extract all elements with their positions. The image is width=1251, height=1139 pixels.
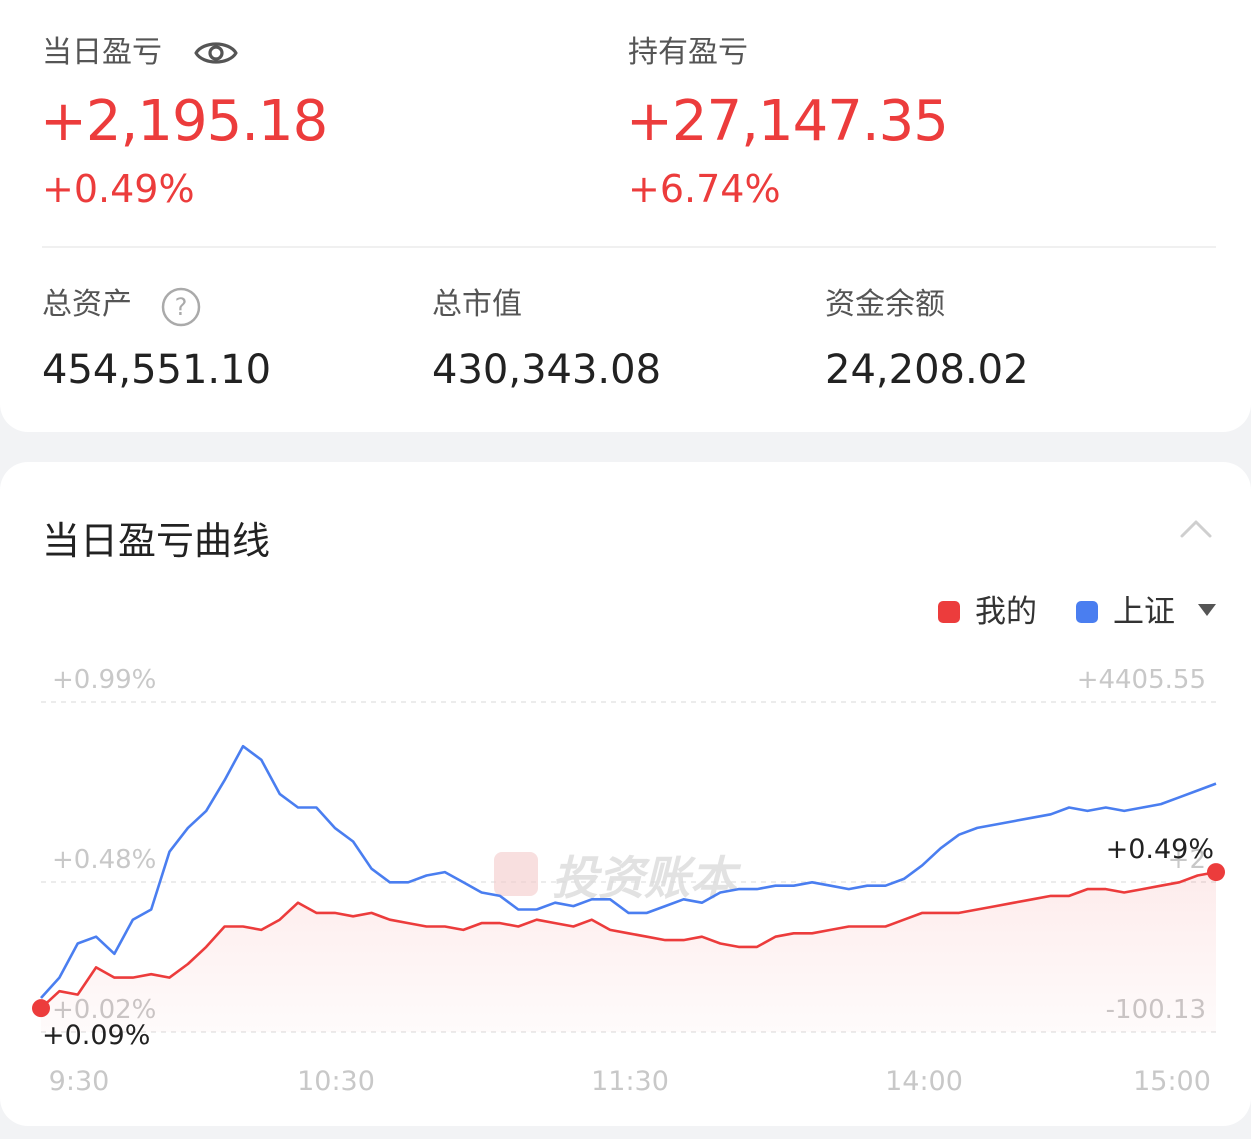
help-icon[interactable]: ? (160, 286, 202, 328)
daily-pl-chart-card: 当日盈亏曲线 我的 上证 +0.99%+0.48%+0.02%+4405.55+… (0, 462, 1251, 1126)
cash-balance-label: 资金余额 (825, 287, 945, 322)
daily-pl-value: +2,195.18 (40, 89, 328, 154)
watermark-logo-icon (494, 852, 538, 896)
x-tick-label: 10:30 (297, 1066, 375, 1097)
mine-area-fill (41, 872, 1216, 1032)
chevron-up-icon[interactable] (1176, 514, 1216, 542)
holding-pl-percent: +6.74% (628, 167, 781, 211)
right-tick-label: +2 (1168, 845, 1206, 875)
start-value-label: +0.09% (42, 1020, 150, 1051)
watermark-text: 投资账本 (552, 851, 742, 905)
pl-line-chart: +0.99%+0.48%+0.02%+4405.55+2-100.139:301… (32, 665, 1225, 1097)
left-tick-label: +0.48% (52, 845, 156, 875)
x-tick-label: 14:00 (885, 1066, 963, 1097)
x-tick-label: 15:00 (1133, 1066, 1211, 1097)
start-point (32, 999, 50, 1018)
legend-dot-index (1076, 601, 1098, 623)
end-point (1207, 863, 1225, 882)
market-value-label: 总市值 (432, 287, 522, 322)
index-series-line (40, 744, 1217, 999)
daily-pl-percent: +0.49% (42, 167, 195, 211)
summary-divider (42, 246, 1216, 248)
eye-icon[interactable] (193, 36, 239, 70)
right-tick-label: +4405.55 (1077, 665, 1206, 695)
legend-index-label[interactable]: 上证 (1113, 594, 1175, 630)
left-tick-label: +0.99% (52, 665, 156, 695)
caret-down-icon[interactable] (1196, 602, 1218, 618)
x-tick-label: 9:30 (49, 1066, 110, 1097)
end-value-label: +0.49% (1106, 834, 1214, 865)
chart-title: 当日盈亏曲线 (42, 519, 271, 563)
x-tick-label: 11:30 (591, 1066, 669, 1097)
holding-pl-value: +27,147.35 (626, 89, 949, 154)
total-assets-value: 454,551.10 (42, 347, 272, 393)
market-value-value: 430,343.08 (432, 347, 662, 393)
legend-dot-mine (938, 601, 960, 623)
mine-series-line (40, 870, 1217, 1010)
daily-pl-label: 当日盈亏 (42, 35, 162, 70)
legend-mine-label[interactable]: 我的 (975, 594, 1037, 630)
total-assets-label: 总资产 (42, 287, 132, 322)
svg-text:?: ? (175, 293, 188, 321)
holding-pl-label: 持有盈亏 (628, 35, 748, 70)
cash-balance-value: 24,208.02 (825, 347, 1029, 393)
account-summary-card: 当日盈亏 +2,195.18 +0.49% 持有盈亏 +27,147.35 +6… (0, 0, 1251, 432)
